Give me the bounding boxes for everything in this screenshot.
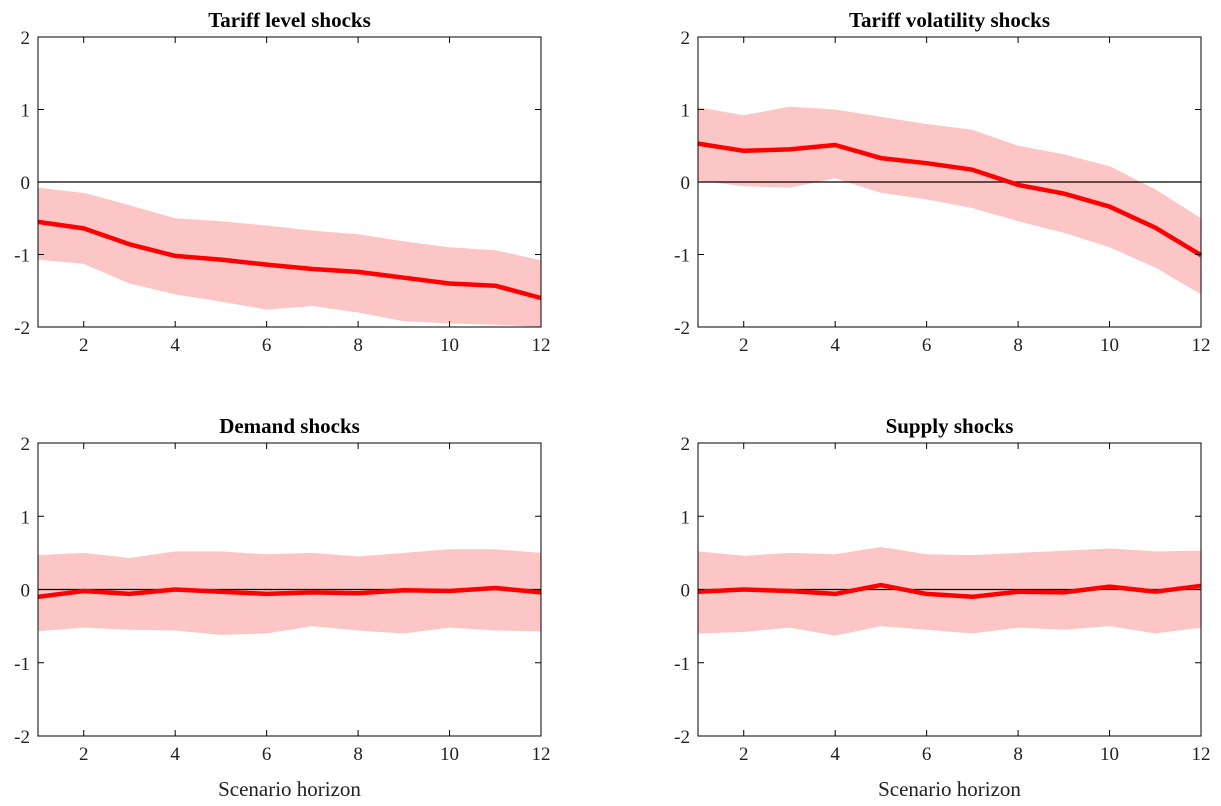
tariff-level-x-tick-label: 2 <box>79 335 89 356</box>
demand-x-axis-label: Scenario horizon <box>218 777 361 801</box>
tariff-volatility-y-tick-label: -1 <box>674 246 690 267</box>
supply-x-tick-label: 6 <box>922 744 932 765</box>
tariff-volatility-x-tick-label: 2 <box>739 335 749 356</box>
supply-x-tick-label: 8 <box>1013 744 1023 765</box>
tariff-level-y-tick-label: -2 <box>14 318 30 339</box>
supply-response-line <box>697 582 1202 600</box>
tariff-volatility-x-tick-label: 6 <box>922 335 932 356</box>
supply-y-tick-label: 0 <box>681 581 691 602</box>
tariff-level-title: Tariff level shocks <box>208 8 371 32</box>
demand-y-tick-label: -2 <box>14 727 30 748</box>
supply-y-tick-label: 1 <box>681 507 691 528</box>
supply-x-tick-label: 12 <box>1192 744 1211 765</box>
tariff-volatility-y-tick-label: 0 <box>681 173 691 194</box>
tariff-level-y-tick-label: -1 <box>14 246 30 267</box>
supply-x-tick-label: 2 <box>739 744 749 765</box>
tariff-level-response-line <box>37 219 542 301</box>
demand-title: Demand shocks <box>219 414 360 438</box>
demand-y-tick-label: -1 <box>14 654 30 675</box>
tariff-level-x-tick-label: 12 <box>532 335 551 356</box>
tariff-volatility-confidence-band <box>698 106 1201 295</box>
supply-y-tick-label: -2 <box>674 727 690 748</box>
tariff-level-x-tick-label: 6 <box>262 335 272 356</box>
supply-x-tick-label: 10 <box>1100 744 1119 765</box>
supply-x-axis-label: Scenario horizon <box>878 777 1021 801</box>
supply-y-tick-label: -1 <box>674 654 690 675</box>
tariff-volatility-title: Tariff volatility shocks <box>849 8 1050 32</box>
demand-x-tick-label: 4 <box>170 744 180 765</box>
demand-x-tick-label: 6 <box>262 744 272 765</box>
tariff-level-y-tick-label: 1 <box>21 101 31 122</box>
tariff-level-y-tick-label: 0 <box>21 173 31 194</box>
tariff-level-x-tick-label: 10 <box>440 335 459 356</box>
supply-title: Supply shocks <box>886 414 1014 438</box>
tariff-volatility-y-tick-label: 2 <box>681 28 691 49</box>
tariff-level-y-tick-label: 2 <box>21 28 31 49</box>
demand-x-tick-label: 8 <box>353 744 363 765</box>
tariff-volatility-x-tick-label: 8 <box>1013 335 1023 356</box>
demand-x-tick-label: 12 <box>532 744 551 765</box>
tariff-level-x-tick-label: 8 <box>353 335 363 356</box>
tariff-level-x-tick-label: 4 <box>170 335 180 356</box>
tariff-volatility-y-tick-label: -2 <box>674 318 690 339</box>
tariff-volatility-response-line <box>697 141 1203 258</box>
demand-y-tick-label: 1 <box>21 507 31 528</box>
demand-response-line <box>37 585 542 600</box>
supply-x-tick-label: 4 <box>830 744 840 765</box>
tariff-level-confidence-band <box>38 187 541 327</box>
tariff-volatility-y-tick-label: 1 <box>681 101 691 122</box>
demand-y-tick-label: 0 <box>21 581 31 602</box>
tariff-volatility-x-tick-label: 12 <box>1192 335 1211 356</box>
tariff-volatility-x-tick-label: 4 <box>830 335 840 356</box>
supply-confidence-band <box>698 547 1201 636</box>
supply-y-tick-label: 2 <box>681 434 691 455</box>
demand-y-tick-label: 2 <box>21 434 31 455</box>
tariff-volatility-x-tick-label: 10 <box>1100 335 1119 356</box>
demand-x-tick-label: 2 <box>79 744 89 765</box>
demand-x-tick-label: 10 <box>440 744 459 765</box>
